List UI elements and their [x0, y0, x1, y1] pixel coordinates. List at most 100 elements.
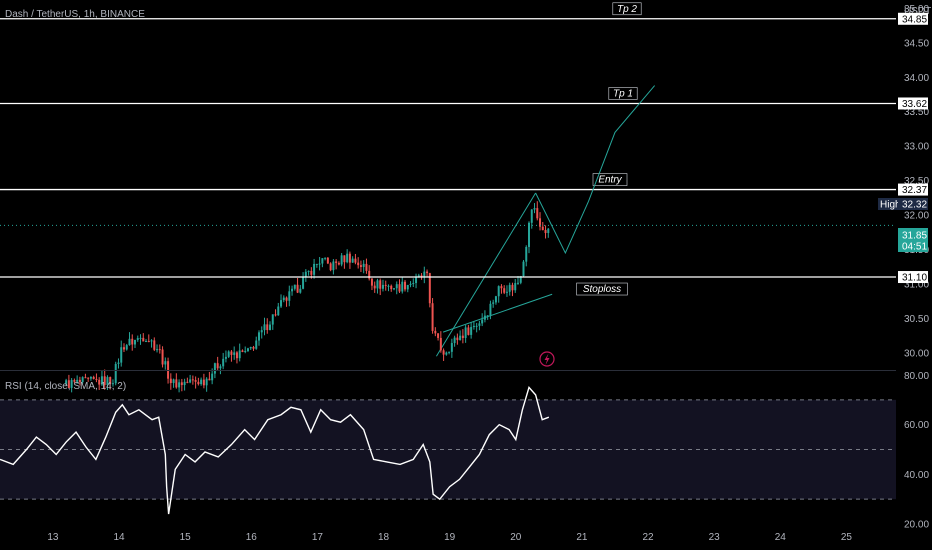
price-tick-5: 32.50 [904, 176, 929, 187]
time-tick-9: 22 [642, 532, 654, 543]
level-label-tp-1: Tp 1 [613, 88, 633, 99]
current-price-tag: 31.85 04:51 [898, 228, 928, 253]
countdown-timer: 04:51 [902, 242, 927, 253]
level-label-box [608, 87, 638, 100]
candle-body [508, 284, 511, 292]
candle-body [324, 257, 327, 259]
candlesticks [65, 201, 550, 393]
candle-body [357, 262, 360, 266]
rsi-pane[interactable]: RSI (14, close, SMA, 14, 2) [0, 381, 896, 515]
candle-body [351, 258, 354, 263]
candle-body [128, 338, 131, 346]
candle-body [445, 352, 448, 355]
candle-body [205, 378, 208, 386]
candle-body [269, 324, 272, 331]
level-label-tp-2: Tp 2 [617, 4, 637, 15]
candle-body [346, 253, 349, 263]
time-axis[interactable]: 13 14 15 16 17 18 19 20 21 22 23 24 25 [47, 532, 852, 543]
candle-body [483, 315, 486, 320]
candle-body [111, 383, 114, 385]
time-tick-10: 23 [709, 532, 721, 543]
candle-body [365, 263, 368, 271]
current-price-box [898, 228, 928, 252]
time-tick-5: 18 [378, 532, 390, 543]
candle-body [200, 379, 203, 385]
candle-body [310, 270, 313, 275]
candle-body [84, 377, 87, 379]
candle-body [291, 288, 294, 292]
candle-body [103, 376, 106, 386]
candle-body [516, 282, 519, 284]
candle-body [412, 282, 415, 284]
candle-body [122, 347, 125, 350]
candle-body [417, 275, 420, 277]
rsi-tick-3: 20.00 [904, 520, 929, 531]
candle-body [293, 284, 296, 289]
candle-body [406, 284, 409, 290]
candle-body [244, 350, 247, 352]
candle-body [255, 340, 258, 349]
candle-body [475, 325, 478, 327]
candle-body [230, 351, 233, 355]
candle-body [434, 330, 437, 334]
candle-body [277, 306, 280, 316]
candle-body [100, 376, 103, 385]
candle-body [169, 378, 172, 384]
candle-body [274, 314, 277, 316]
candle-body [332, 261, 335, 271]
time-tick-3: 16 [246, 532, 258, 543]
candle-body [404, 281, 407, 290]
candle-body [533, 208, 536, 210]
candle-body [354, 258, 357, 263]
price-tick-9: 30.50 [904, 314, 929, 325]
lightning-icon[interactable] [539, 351, 555, 367]
price-tick-0: 35.00 [904, 4, 929, 15]
candle-body [235, 352, 238, 359]
candle-body [89, 376, 92, 379]
candle-body [494, 296, 497, 303]
candle-body [211, 373, 214, 381]
candle-body [359, 265, 362, 267]
candle-body [453, 337, 456, 344]
candle-body [114, 363, 117, 384]
candle-body [65, 380, 68, 384]
level-lines[interactable]: Tp 2 Tp 1 Entry Stoploss [0, 2, 896, 296]
candle-body [153, 340, 156, 350]
level-label-entry: Entry [598, 175, 622, 186]
candle-body [329, 263, 332, 271]
candle-body [428, 273, 431, 304]
candle-body [486, 315, 489, 317]
price-axis[interactable]: USDT 35.00 34.50 34.00 33.50 33.00 32.50 32.00… [878, 4, 931, 531]
price-tick-6: 32.00 [904, 211, 929, 222]
candle-body [307, 270, 310, 272]
candle-body [401, 281, 404, 292]
candle-body [478, 323, 481, 326]
candle-body [337, 262, 340, 265]
candle-body [95, 378, 98, 380]
candle-body [109, 377, 112, 385]
candle-body [528, 222, 531, 247]
candle-body [178, 382, 181, 388]
price-pane[interactable]: Tp 2 Tp 1 Entry Stoploss Dash / TetherUS, 1… [0, 2, 896, 393]
candle-body [505, 291, 508, 293]
candle-body [76, 379, 79, 382]
candle-body [175, 379, 178, 388]
candle-body [191, 379, 194, 381]
level-tag-0: 34.85 [902, 14, 927, 25]
candle-body [514, 283, 517, 291]
rsi-tick-1: 60.00 [904, 420, 929, 431]
candle-body [208, 378, 211, 381]
candle-body [415, 276, 418, 283]
candle-body [442, 350, 445, 355]
candle-body [139, 337, 142, 339]
candle-body [233, 352, 236, 355]
candle-body [409, 283, 412, 285]
time-tick-1: 14 [113, 532, 125, 543]
high-label: High [880, 200, 901, 211]
rsi-tick-0: 80.00 [904, 371, 929, 382]
candle-body [147, 341, 150, 343]
candle-body [117, 362, 120, 364]
candle-body [536, 208, 539, 219]
candle-body [489, 303, 492, 316]
